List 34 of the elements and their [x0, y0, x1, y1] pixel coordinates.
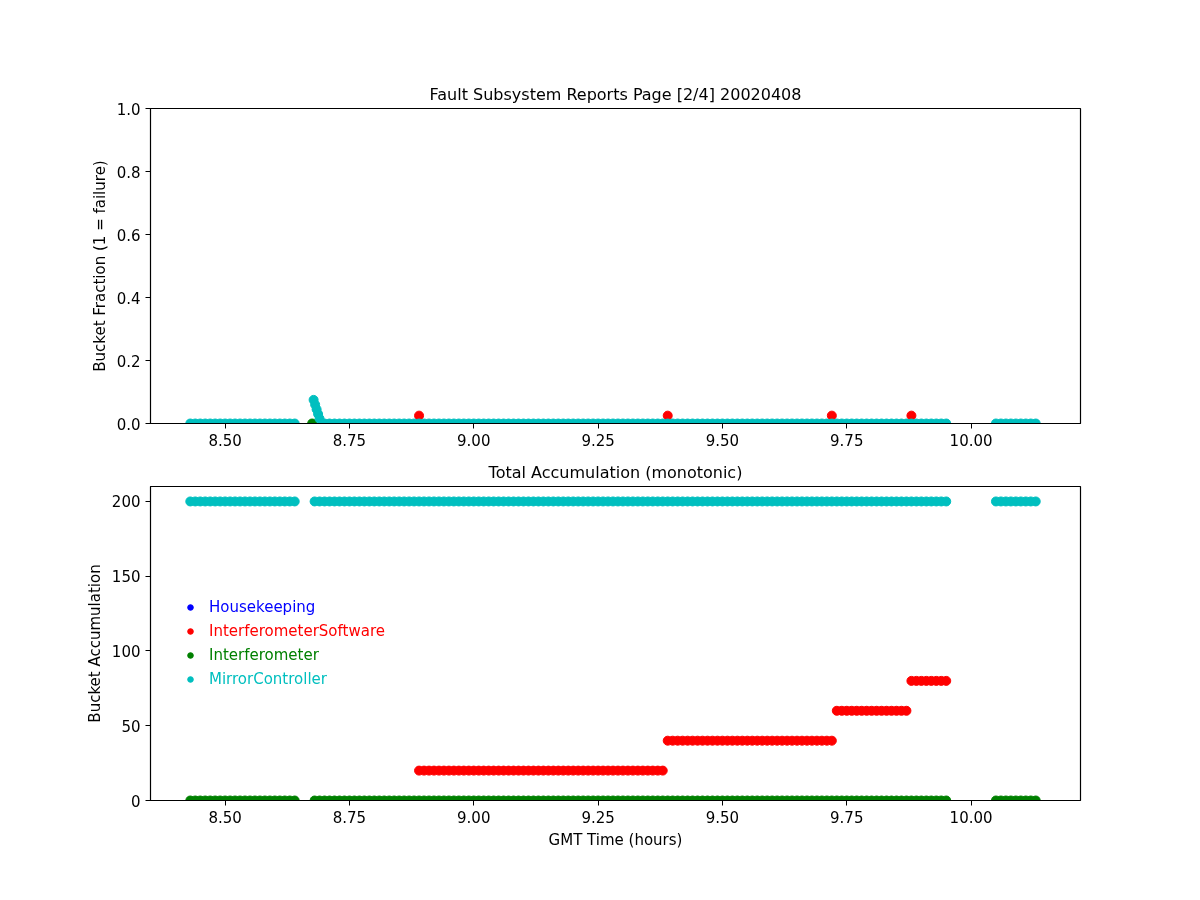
x-tick-label: 8.75 — [332, 808, 367, 827]
x-tick-label: 9.75 — [830, 431, 864, 450]
legend-label: Housekeeping — [209, 597, 316, 618]
chart-title: Total Accumulation (monotonic) — [487, 462, 743, 482]
x-tick-label: 9.50 — [705, 431, 740, 450]
y-axis-title: Bucket Fraction (1 = failure) — [90, 160, 109, 372]
y-tick-label: 200 — [111, 493, 141, 512]
y-tick-label: 0.0 — [116, 415, 141, 434]
y-tick-label: 1.0 — [116, 100, 141, 119]
y-tick-label: 0.8 — [116, 163, 141, 182]
y-tick-label: 0.6 — [116, 226, 141, 245]
y-tick-label: 50 — [121, 717, 141, 736]
x-tick-label: 9.00 — [457, 431, 491, 450]
x-tick-label: 9.25 — [581, 431, 615, 450]
chart-title: Fault Subsystem Reports Page [2/4] 20020408 — [429, 84, 802, 104]
y-tick-label: 150 — [111, 568, 141, 587]
x-axis-title: GMT Time (hours) — [548, 830, 683, 849]
legend-label: Interferometer — [209, 645, 319, 666]
y-tick-label: 0.2 — [116, 352, 141, 371]
y-axis-title: Bucket Accumulation — [85, 564, 104, 723]
x-tick-label: 9.50 — [705, 808, 740, 827]
legend-label: InterferometerSoftware — [209, 621, 385, 642]
x-tick-label: 9.75 — [830, 808, 864, 827]
x-tick-label: 10.00 — [949, 431, 993, 450]
x-tick-label: 8.50 — [208, 808, 242, 827]
x-tick-label: 8.50 — [208, 431, 242, 450]
x-tick-label: 8.75 — [332, 431, 367, 450]
x-tick-label: 9.00 — [457, 808, 491, 827]
x-tick-label: 9.25 — [581, 808, 615, 827]
y-tick-label: 100 — [111, 642, 141, 661]
y-tick-label: 0 — [130, 792, 141, 811]
y-tick-label: 0.4 — [116, 289, 141, 308]
legend-label: MirrorController — [209, 669, 327, 690]
x-tick-label: 10.00 — [949, 808, 993, 827]
